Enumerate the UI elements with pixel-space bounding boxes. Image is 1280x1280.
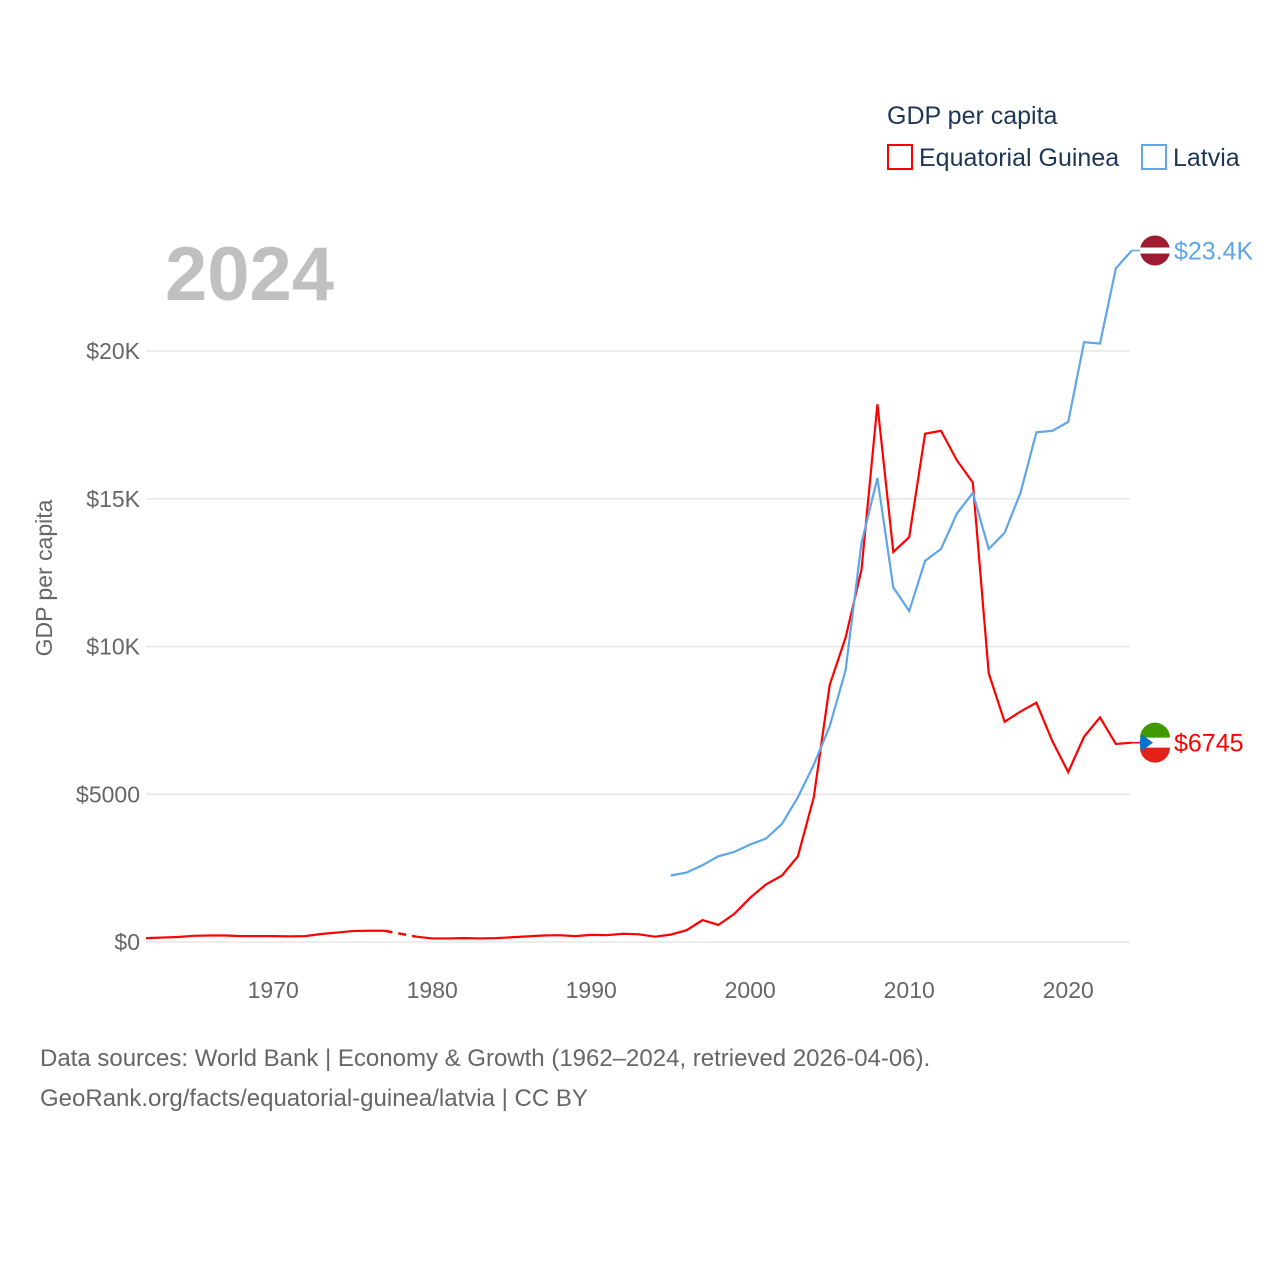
- legend-swatch-0: [887, 144, 913, 170]
- x-tick-label: 2020: [1043, 977, 1094, 1003]
- y-tick-label: $0: [114, 929, 140, 955]
- series-line-1: [670, 249, 1133, 877]
- y-tick-label: $5000: [76, 781, 140, 807]
- y-axis-label: GDP per capita: [31, 499, 57, 656]
- eg-flag-green: [1140, 722, 1170, 738]
- year-label: 2024: [165, 232, 334, 317]
- x-tick-label: 1970: [248, 977, 299, 1003]
- x-tick-label: 2010: [884, 977, 935, 1003]
- end-value-label-1: $23.4K: [1174, 238, 1254, 266]
- series-gap-0: [384, 929, 417, 938]
- legend-title: GDP per capita: [887, 102, 1058, 130]
- y-tick-label: $20K: [86, 338, 140, 364]
- y-tick-label: $10K: [86, 634, 140, 660]
- x-tick-label: 2000: [725, 977, 776, 1003]
- end-value-label-0: $6745: [1174, 730, 1244, 758]
- latvia-flag-stripe: [1140, 247, 1170, 254]
- license-line[interactable]: GeoRank.org/facts/equatorial-guinea/latv…: [40, 1085, 588, 1112]
- eg-flag-red: [1140, 747, 1170, 763]
- source-line: Data sources: World Bank | Economy & Gro…: [40, 1045, 931, 1072]
- legend-swatch-1: [1141, 144, 1167, 170]
- x-tick-label: 1990: [566, 977, 617, 1003]
- eg-flag-triangle: [1139, 734, 1153, 751]
- series-line-0: [145, 929, 385, 940]
- y-tick-label: $15K: [86, 486, 140, 512]
- series-line-0: [416, 404, 1132, 940]
- legend-label-1: Latvia: [1173, 144, 1240, 172]
- x-tick-label: 1980: [407, 977, 458, 1003]
- legend-label-0: Equatorial Guinea: [919, 144, 1119, 172]
